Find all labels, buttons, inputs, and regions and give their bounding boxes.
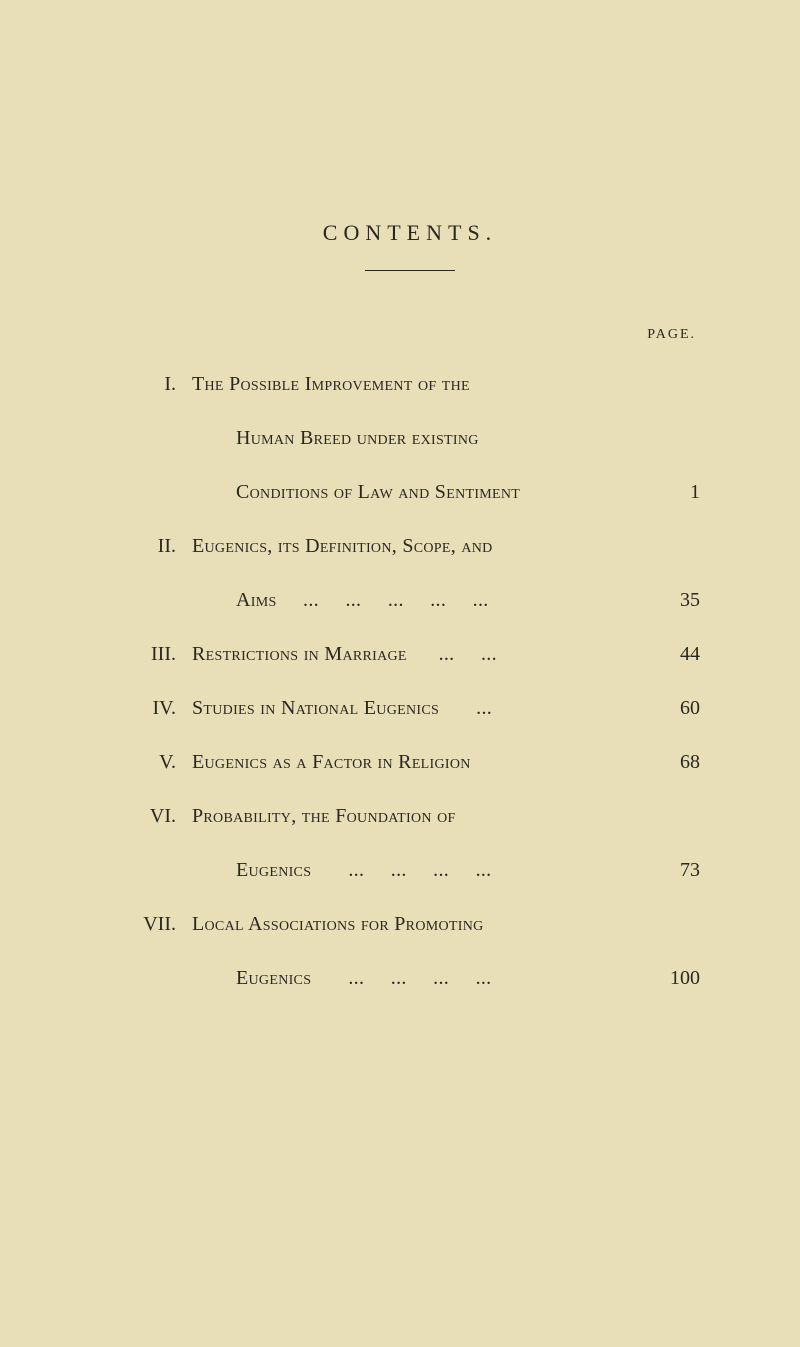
- entry-line: Human Breed under existing: [236, 427, 479, 450]
- page-number: 44: [650, 643, 700, 666]
- roman-numeral: VI.: [120, 805, 192, 828]
- entry-line: Eugenics ... ... ... ...: [236, 859, 492, 882]
- page: CONTENTS. PAGE. I. The Possible Improvem…: [0, 0, 800, 1347]
- toc-entry: III. Restrictions in Marriage ... ... 44: [120, 643, 700, 697]
- roman-numeral: V.: [120, 751, 192, 774]
- toc-entry: I. The Possible Improvement of the: [120, 373, 700, 427]
- roman-numeral: III.: [120, 643, 192, 666]
- entry-line: Aims ... ... ... ... ...: [236, 589, 489, 612]
- entry-line: Studies in National Eugenics ...: [192, 697, 492, 720]
- entry-line: Eugenics ... ... ... ...: [236, 967, 492, 990]
- toc-entry-continuation: Aims ... ... ... ... ... 35: [120, 589, 700, 643]
- entry-line: Restrictions in Marriage ... ...: [192, 643, 497, 666]
- entry-line: The Possible Improvement of the: [192, 373, 470, 396]
- toc-entry-continuation: Conditions of Law and Sentiment 1: [120, 481, 700, 535]
- roman-numeral: IV.: [120, 697, 192, 720]
- toc-entry: VI. Probability, the Foundation of: [120, 805, 700, 859]
- entry-line: Eugenics as a Factor in Religion: [192, 751, 471, 774]
- page-column-header: PAGE.: [120, 327, 700, 343]
- toc-entry-continuation: Eugenics ... ... ... ... 100: [120, 967, 700, 1021]
- page-number: 68: [650, 751, 700, 774]
- page-number: 60: [650, 697, 700, 720]
- toc-entry: II. Eugenics, its Definition, Scope, and: [120, 535, 700, 589]
- page-number: 73: [650, 859, 700, 882]
- entry-line: Eugenics, its Definition, Scope, and: [192, 535, 493, 558]
- roman-numeral: II.: [120, 535, 192, 558]
- toc-entry: VII. Local Associations for Promoting: [120, 913, 700, 967]
- roman-numeral: I.: [120, 373, 192, 396]
- entry-line: Conditions of Law and Sentiment: [236, 481, 520, 504]
- entry-line: Local Associations for Promoting: [192, 913, 484, 936]
- page-number: 100: [650, 967, 700, 990]
- roman-numeral: VII.: [120, 913, 192, 936]
- page-number: 35: [650, 589, 700, 612]
- table-of-contents: I. The Possible Improvement of the Human…: [120, 373, 700, 1021]
- title-rule: [365, 270, 455, 271]
- toc-entry-continuation: Human Breed under existing: [120, 427, 700, 481]
- contents-title: CONTENTS.: [120, 220, 700, 246]
- entry-line: Probability, the Foundation of: [192, 805, 456, 828]
- page-number: 1: [650, 481, 700, 504]
- toc-entry: V. Eugenics as a Factor in Religion 68: [120, 751, 700, 805]
- toc-entry-continuation: Eugenics ... ... ... ... 73: [120, 859, 700, 913]
- toc-entry: IV. Studies in National Eugenics ... 60: [120, 697, 700, 751]
